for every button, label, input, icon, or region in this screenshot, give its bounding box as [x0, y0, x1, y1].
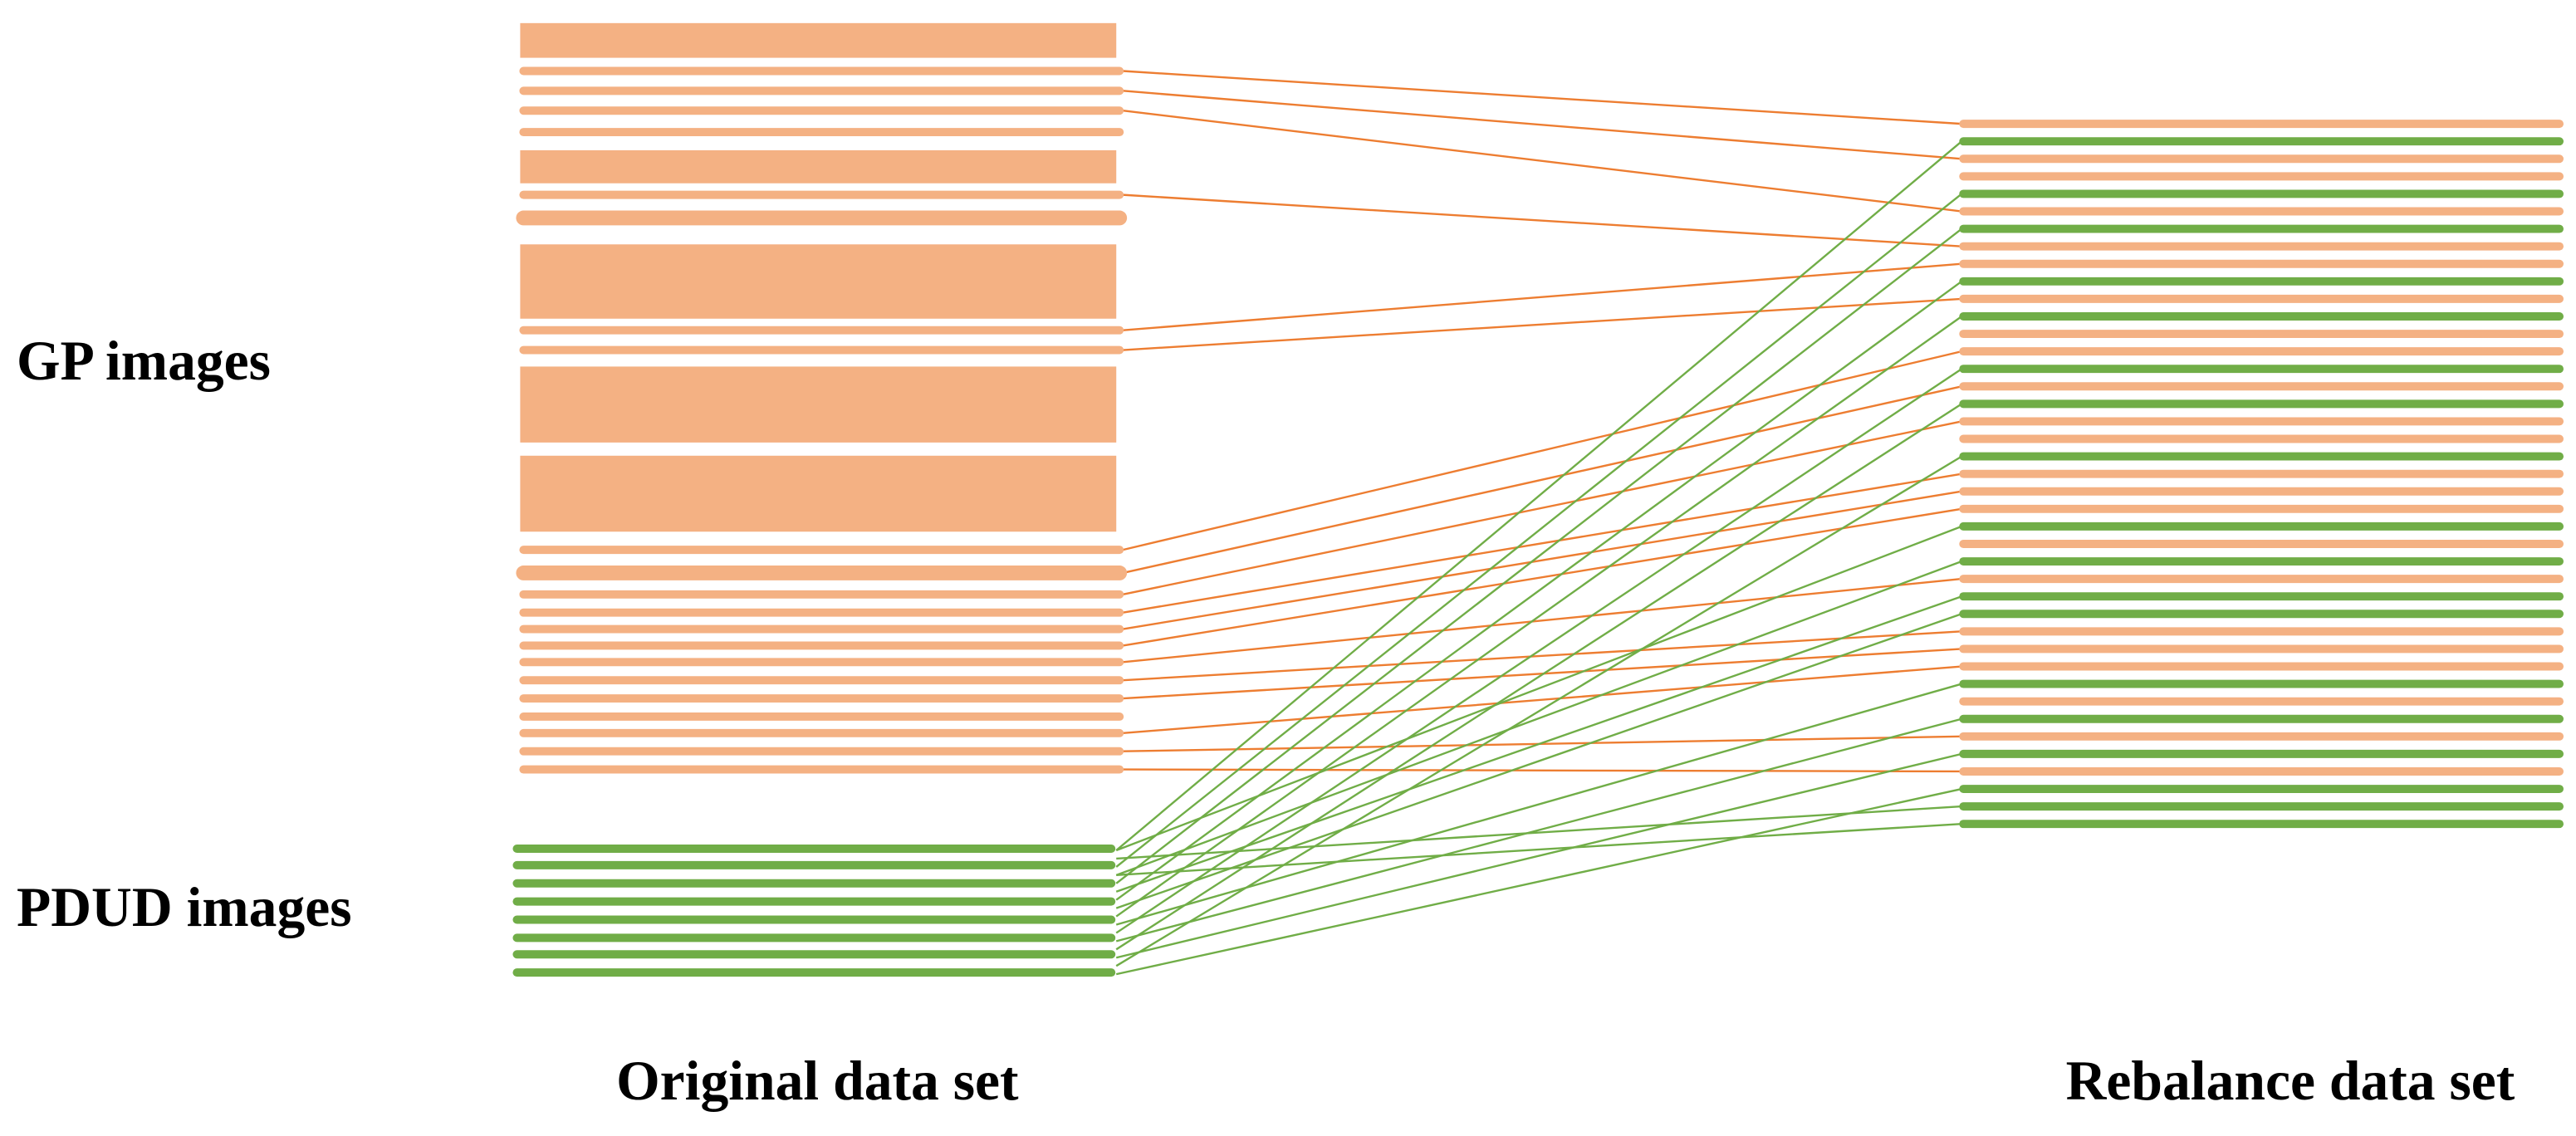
- gp-connection: [1123, 193, 1962, 247]
- pdud-connection: [1115, 455, 1962, 967]
- pdud-connection: [1115, 140, 1963, 851]
- pdud-connection: [1115, 787, 1962, 976]
- pdud-connection: [1115, 683, 1962, 926]
- rebalance-label: Rebalance data set: [2066, 1050, 2515, 1112]
- pdud-connection: [1115, 525, 1962, 852]
- gp-block: [520, 149, 1117, 184]
- gp-block: [520, 455, 1117, 532]
- gp-connection: [1123, 665, 1962, 735]
- pdud-connection: [1115, 368, 1962, 934]
- pdud-connection: [1116, 805, 1962, 860]
- stripes: [512, 22, 2564, 977]
- gp-connection: [1122, 385, 1962, 575]
- pdud-connection: [1115, 717, 1962, 943]
- gp-connection: [1122, 420, 1962, 595]
- gp-label: GP images: [17, 330, 271, 392]
- pdud-connection: [1115, 595, 1962, 893]
- gp-connection: [1123, 630, 1962, 682]
- pdud-connection: [1115, 193, 1962, 868]
- gp-connection: [1123, 70, 1962, 125]
- pdud-connection: [1115, 560, 1962, 876]
- gp-connection: [1123, 90, 1962, 160]
- connections: [1115, 70, 1963, 976]
- pdud-connection: [1115, 613, 1962, 909]
- pdud-connection: [1115, 315, 1962, 918]
- gp-connection: [1122, 350, 1962, 551]
- gp-connection: [1123, 768, 1962, 773]
- original-label: Original data set: [616, 1050, 1019, 1112]
- pdud-connection: [1115, 228, 1962, 884]
- gp-block: [520, 244, 1117, 319]
- pdud-label: PDUD images: [17, 876, 352, 938]
- gp-connection: [1123, 110, 1962, 213]
- pdud-connection: [1116, 823, 1962, 877]
- pdud-connection: [1115, 752, 1962, 959]
- gp-block: [520, 366, 1117, 443]
- gp-connection: [1123, 297, 1962, 351]
- gp-connection: [1122, 473, 1962, 614]
- gp-block: [520, 22, 1117, 58]
- gp-connection: [1122, 507, 1962, 647]
- gp-connection: [1123, 262, 1962, 331]
- gp-connection: [1123, 577, 1962, 663]
- gp-connection: [1122, 490, 1962, 630]
